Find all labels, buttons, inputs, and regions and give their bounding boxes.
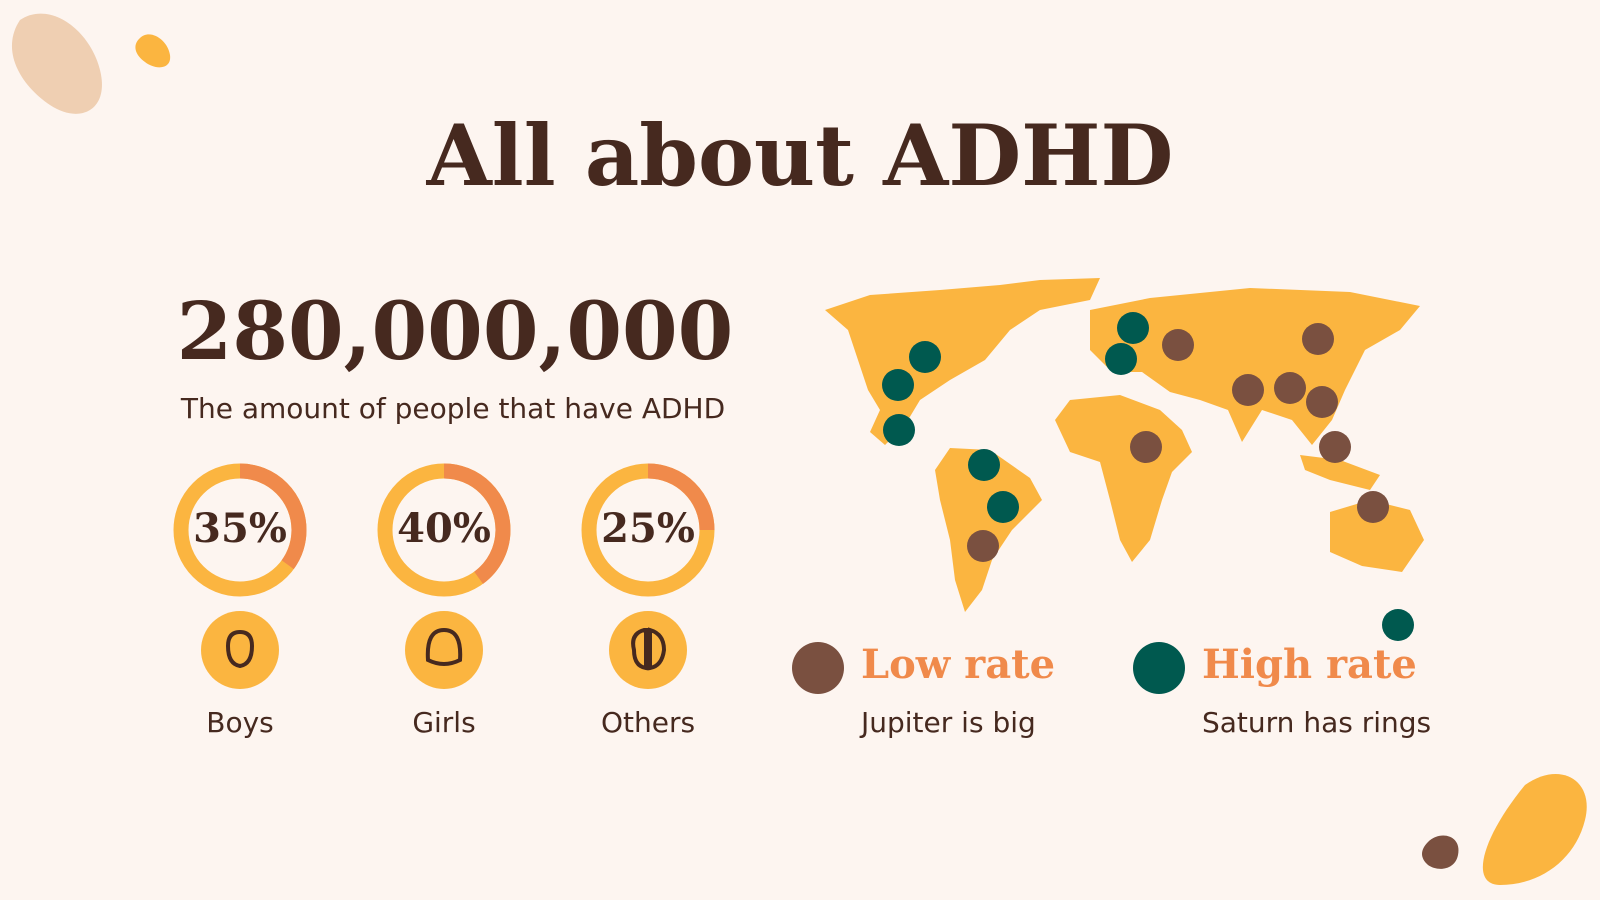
donut-label: 25%	[601, 505, 695, 552]
legend-text: Saturn has rings	[1202, 706, 1431, 739]
group-label: Boys	[206, 706, 274, 739]
legend-title: Low rate	[861, 641, 1055, 688]
icon	[225, 629, 255, 669]
map-dots	[882, 312, 1414, 641]
donut-label: 40%	[397, 505, 491, 552]
legend-swatch	[1133, 642, 1185, 694]
icon-badge	[405, 611, 483, 689]
icon	[425, 627, 463, 666]
blob	[1422, 835, 1459, 869]
blob	[135, 34, 171, 68]
blob	[1482, 773, 1587, 885]
donut-arc	[173, 463, 307, 597]
blob	[11, 13, 102, 114]
icon	[631, 627, 667, 671]
icon-badge	[201, 611, 279, 689]
legend-title: High rate	[1202, 641, 1417, 688]
group-label: Girls	[412, 706, 475, 739]
group-label: Others	[601, 706, 695, 739]
donut-arc	[377, 463, 511, 597]
legend-text: Jupiter is big	[859, 706, 1036, 739]
donut-label: 35%	[193, 505, 287, 552]
donut-arc	[581, 463, 715, 597]
title: All about ADHD	[426, 106, 1174, 205]
headline-caption: The amount of people that have ADHD	[180, 392, 725, 425]
donuts: 35% Boys 40% Girls 25% Others	[173, 463, 715, 739]
headline-number: 280,000,000	[177, 284, 734, 378]
legend-swatch	[792, 642, 844, 694]
